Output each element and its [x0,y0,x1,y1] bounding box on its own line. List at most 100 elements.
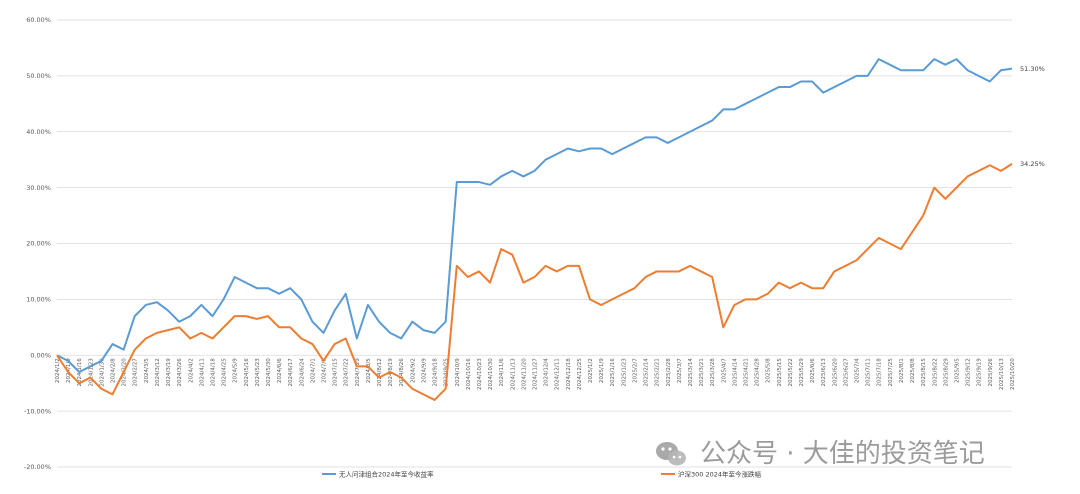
wechat-icon [656,442,686,466]
end-label-series-1: 34.25% [1020,160,1045,168]
watermark-text: 公众号 · 大佳的投资笔记 [700,439,985,469]
x-tick-label: 2024/9/2 [410,358,416,383]
x-tick-label: 2024/3/19 [166,358,172,387]
x-tick-label: 2024/7/29 [355,358,361,387]
x-tick-label: 2024/1/9 [66,358,72,383]
x-tick-label: 2025/6/6 [810,358,816,383]
x-tick-label: 2025/8/15 [921,358,927,387]
x-tick-label: 2024/1/23 [88,358,94,387]
x-tick-label: 2025/4/21 [743,358,749,386]
x-tick-label: 2025/3/7 [677,358,683,383]
x-tick-label: 2025/10/13 [999,358,1005,390]
x-tick-label: 2025/2/14 [644,358,650,387]
x-tick-label: 2024/11/27 [533,358,539,390]
y-tick-label: 40.00% [26,128,51,136]
x-tick-label: 2024/10/30 [488,358,494,390]
x-tick-label: 2025/2/21 [655,358,661,386]
x-tick-label: 2024/10/16 [466,358,472,390]
x-tick-label: 2025/8/8 [910,358,916,383]
y-tick-label: 50.00% [26,72,51,80]
x-tick-label: 2025/1/16 [610,358,616,387]
x-tick-label: 2024/10/9 [455,358,461,387]
x-tick-label: 2024/7/15 [333,358,339,387]
x-tick-label: 2025/2/28 [666,358,672,387]
x-tick-label: 2025/5/29 [799,358,805,387]
x-tick-label: 2025/1/23 [621,358,627,387]
x-tick-label: 2025/6/20 [832,358,838,387]
end-labels: 51.30% 34.25% [1020,65,1045,168]
x-tick-label: 2024/4/25 [222,358,228,387]
x-tick-label: 2024/3/5 [144,358,150,383]
x-tick-label: 2024/5/16 [244,358,250,387]
x-tick-label: 2025/2/7 [632,358,638,383]
x-tick-label: 2025/1/2 [588,358,594,383]
x-tick-label: 2024/6/6 [277,358,283,383]
x-tick-label: 2024/8/5 [366,358,372,383]
x-tick-label: 2024/3/26 [177,358,183,387]
x-tick-label: 2025/4/28 [755,358,761,387]
x-tick-label: 2025/7/25 [888,358,894,387]
x-tick-label: 2024/12/25 [577,358,583,390]
legend-label-csi300: 沪深300 2024年至今涨跌幅 [678,470,762,479]
x-tick-label: 2025/7/4 [855,358,861,383]
x-tick-label: 2024/8/12 [377,358,383,386]
x-tick-label: 2024/7/8 [322,358,328,383]
y-tick-label: -20.00% [24,463,51,471]
x-tick-label: 2024/7/22 [344,358,350,386]
x-tick-label: 2025/10/20 [1010,358,1016,390]
series-line-0 [56,58,1013,374]
x-tick-label: 2025/9/5 [954,358,960,383]
x-tick-label: 2024/10/23 [477,358,483,390]
grid-lines [57,19,1012,468]
x-tick-label: 2024/9/18 [433,358,439,387]
x-tick-label: 2025/4/7 [721,358,727,383]
x-tick-label: 2024/12/4 [544,358,550,387]
x-tick-label: 2025/5/15 [777,358,783,387]
x-tick-label: 2024/4/18 [210,358,216,387]
end-label-series-0: 51.30% [1020,65,1045,73]
x-tick-label: 2024/11/13 [510,358,516,390]
x-tick-label: 2024/3/12 [155,358,161,386]
x-tick-label: 2024/8/26 [399,358,405,387]
x-tick-label: 2024/1/30 [99,358,105,387]
x-tick-label: 2025/9/26 [988,358,994,387]
x-tick-label: 2025/3/21 [699,358,705,386]
x-tick-label: 2024/5/23 [255,358,261,387]
x-tick-label: 2025/3/14 [688,358,694,387]
x-tick-label: 2025/7/18 [877,358,883,387]
x-tick-label: 2025/4/14 [732,358,738,387]
x-tick-label: 2024/6/24 [299,358,305,387]
y-tick-label: 20.00% [26,240,51,248]
y-tick-label: -10.00% [24,407,51,415]
y-tick-label: 10.00% [26,296,51,304]
y-tick-label: 0.00% [30,351,51,359]
x-tick-label: 2025/5/8 [766,358,772,383]
x-tick-label: 2024/4/11 [199,358,205,386]
x-tick-label: 2024/5/30 [266,358,272,387]
x-tick-label: 2024/5/9 [233,358,239,383]
y-tick-label: 60.00% [26,16,51,24]
x-tick-label: 2025/6/27 [843,358,849,387]
x-tick-label: 2025/1/9 [599,358,605,383]
x-tick-label: 2024/1/2 [55,358,61,383]
x-tick-label: 2025/6/13 [821,358,827,387]
x-tick-label: 2025/9/19 [977,358,983,387]
legend-label-portfolio: 无人问津组合2024年至今收益率 [339,470,434,479]
x-tick-label: 2024/12/11 [555,358,561,390]
x-tick-label: 2024/4/2 [188,358,194,383]
x-tick-label: 2025/5/22 [788,358,794,386]
watermark: 公众号 · 大佳的投资笔记 [656,439,985,469]
x-tick-label: 2024/7/1 [310,358,316,383]
x-axis: 2024/1/2 2024/1/9 2024/1/16 2024/1/23 2024/1… [55,358,1016,390]
x-tick-label: 2024/6/17 [288,358,294,387]
x-tick-label: 2024/11/20 [521,358,527,390]
x-tick-label: 2024/12/18 [566,358,572,390]
x-tick-label: 2025/8/22 [932,358,938,386]
x-tick-label: 2025/8/1 [899,358,905,383]
series-layer [56,58,1013,401]
x-tick-label: 2024/2/27 [133,358,139,387]
x-tick-label: 2025/7/11 [866,358,872,386]
y-tick-label: 30.00% [26,184,51,192]
x-tick-label: 2024/9/9 [421,358,427,383]
x-tick-label: 2025/9/12 [966,358,972,386]
